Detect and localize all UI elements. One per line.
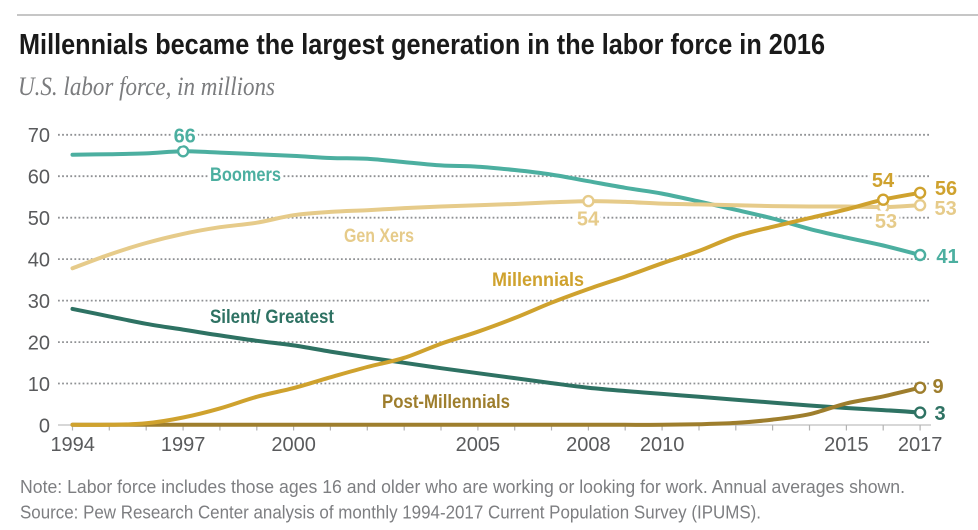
svg-text:53: 53 xyxy=(875,211,897,233)
svg-text:0: 0 xyxy=(39,415,50,437)
svg-text:53: 53 xyxy=(934,198,956,220)
svg-text:54: 54 xyxy=(872,170,895,192)
svg-text:20: 20 xyxy=(28,332,50,354)
svg-text:2000: 2000 xyxy=(271,434,316,456)
svg-text:U.S. labor force, in millions: U.S. labor force, in millions xyxy=(18,72,275,101)
svg-text:Millennials became the largest: Millennials became the largest generatio… xyxy=(19,29,825,61)
svg-text:Silent/ Greatest: Silent/ Greatest xyxy=(210,307,335,328)
svg-text:Millennials: Millennials xyxy=(492,270,584,291)
svg-text:2015: 2015 xyxy=(824,434,869,456)
svg-text:Post-Millennials: Post-Millennials xyxy=(382,392,510,413)
svg-text:1994: 1994 xyxy=(50,434,95,456)
svg-text:Note: Labor force includes tho: Note: Labor force includes those ages 16… xyxy=(20,477,905,497)
svg-text:2010: 2010 xyxy=(640,434,685,456)
svg-text:50: 50 xyxy=(28,208,50,230)
svg-text:40: 40 xyxy=(28,249,50,271)
svg-text:70: 70 xyxy=(28,125,50,147)
svg-text:10: 10 xyxy=(28,374,50,396)
svg-text:54: 54 xyxy=(577,209,600,231)
svg-text:3: 3 xyxy=(934,403,945,425)
svg-text:Gen Xers: Gen Xers xyxy=(344,226,414,247)
svg-text:Boomers: Boomers xyxy=(210,165,281,186)
svg-text:Source: Pew Research Center an: Source: Pew Research Center analysis of … xyxy=(20,503,761,523)
svg-text:66: 66 xyxy=(174,125,196,147)
svg-text:41: 41 xyxy=(936,246,958,268)
svg-text:2017: 2017 xyxy=(898,434,943,456)
svg-text:60: 60 xyxy=(28,167,50,189)
svg-text:56: 56 xyxy=(935,178,957,200)
svg-text:9: 9 xyxy=(932,376,943,398)
svg-text:1997: 1997 xyxy=(161,434,206,456)
svg-text:2008: 2008 xyxy=(566,434,611,456)
svg-text:30: 30 xyxy=(28,291,50,313)
svg-text:2005: 2005 xyxy=(456,434,501,456)
